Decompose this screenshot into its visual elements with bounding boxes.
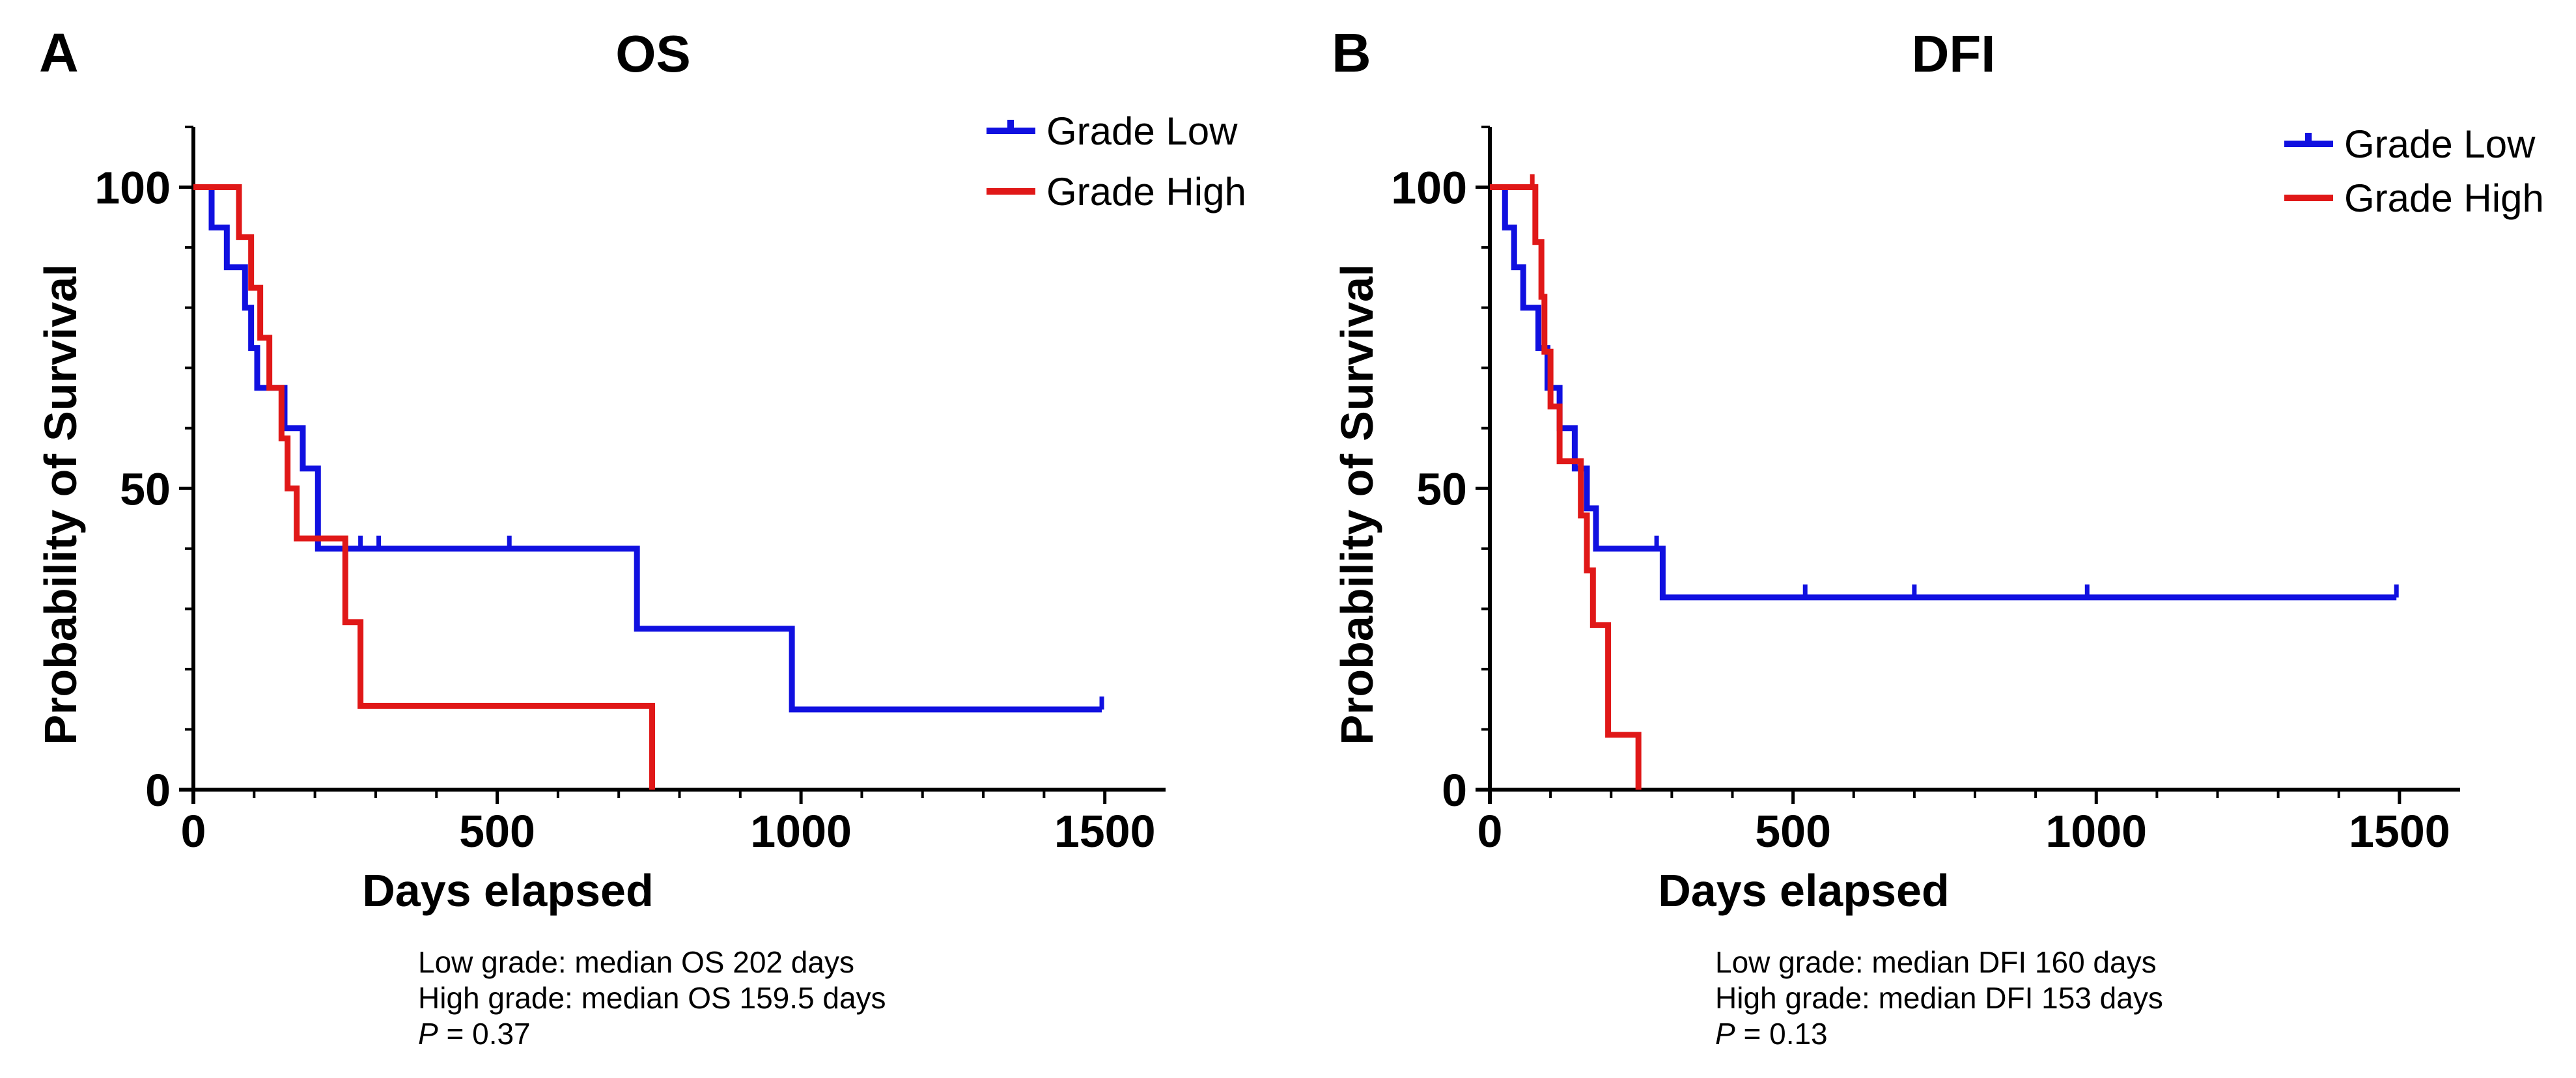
x-axis-title: Days elapsed	[1658, 865, 1949, 916]
x-tick-label: 0	[181, 806, 206, 857]
y-axis-title: Probability of Survival	[1332, 264, 1382, 745]
note-high-grade: High grade: median DFI 153 days	[1715, 981, 2163, 1015]
y-tick-label: 50	[1416, 463, 1467, 514]
note-p-value: P = 0.13	[1715, 1017, 1828, 1051]
note-high-grade: High grade: median OS 159.5 days	[418, 981, 886, 1015]
legend: Grade Low Grade High	[2284, 122, 2544, 220]
legend-swatch-low	[2284, 133, 2333, 147]
legend-swatch-low	[987, 120, 1035, 134]
panel-letter: A	[39, 22, 79, 83]
legend-label: Grade Low	[2344, 122, 2536, 166]
plot-area: 0 500 1000 1500 0 50 100	[94, 126, 1166, 857]
x-tick-label: 500	[459, 806, 535, 857]
survival-curve-grade-high	[1490, 184, 1642, 790]
y-tick-label: 50	[120, 463, 171, 514]
survival-curve-grade-low	[193, 184, 1102, 713]
legend-item-grade-high: Grade High	[987, 170, 1246, 214]
legend-item-grade-low: Grade Low	[987, 109, 1238, 153]
x-axis-title: Days elapsed	[362, 865, 653, 916]
panel-letter: B	[1332, 22, 1371, 83]
x-tick-label: 1000	[750, 806, 852, 857]
legend-label: Grade High	[2344, 176, 2544, 220]
survival-curve-grade-low	[1490, 184, 2397, 601]
y-axis-title: Probability of Survival	[35, 264, 86, 745]
legend: Grade Low Grade High	[987, 109, 1246, 214]
y-tick-label: 0	[1442, 765, 1467, 816]
p-value: = 0.13	[1735, 1017, 1828, 1051]
chart-title: DFI	[1912, 25, 1996, 83]
plot-area: 0 500 1000 1500 0 50 100	[1391, 126, 2460, 857]
y-tick-label: 0	[145, 765, 171, 816]
note-p-value: P = 0.37	[418, 1017, 531, 1051]
x-tick-label: 1000	[2045, 806, 2147, 857]
y-tick-label: 100	[94, 163, 171, 214]
p-symbol: P	[1715, 1017, 1735, 1051]
note-low-grade: Low grade: median DFI 160 days	[1715, 945, 2157, 979]
x-tick-label: 500	[1755, 806, 1831, 857]
legend-label: Grade High	[1046, 170, 1246, 214]
chart-title: OS	[615, 25, 691, 83]
x-tick-label: 1500	[2349, 806, 2450, 857]
legend-item-grade-high: Grade High	[2284, 176, 2544, 220]
legend-label: Grade Low	[1046, 109, 1238, 153]
panel-b: B DFI 0 500 1000 1500 0 50 100 Days elapsed Pr…	[1332, 22, 2544, 1051]
median-notes: Low grade: median OS 202 days High grade…	[418, 945, 886, 1051]
p-value: = 0.37	[438, 1017, 531, 1051]
panel-a: A OS 0 500 1000 1500 0 50 100 Days elapsed Pro…	[35, 22, 1246, 1051]
x-tick-label: 0	[1477, 806, 1503, 857]
survival-curve-grade-high	[193, 184, 656, 790]
x-tick-label: 1500	[1054, 806, 1156, 857]
median-notes: Low grade: median DFI 160 days High grad…	[1715, 945, 2163, 1051]
legend-item-grade-low: Grade Low	[2284, 122, 2536, 166]
y-tick-label: 100	[1391, 163, 1467, 214]
note-low-grade: Low grade: median OS 202 days	[418, 945, 854, 979]
p-symbol: P	[418, 1017, 438, 1051]
